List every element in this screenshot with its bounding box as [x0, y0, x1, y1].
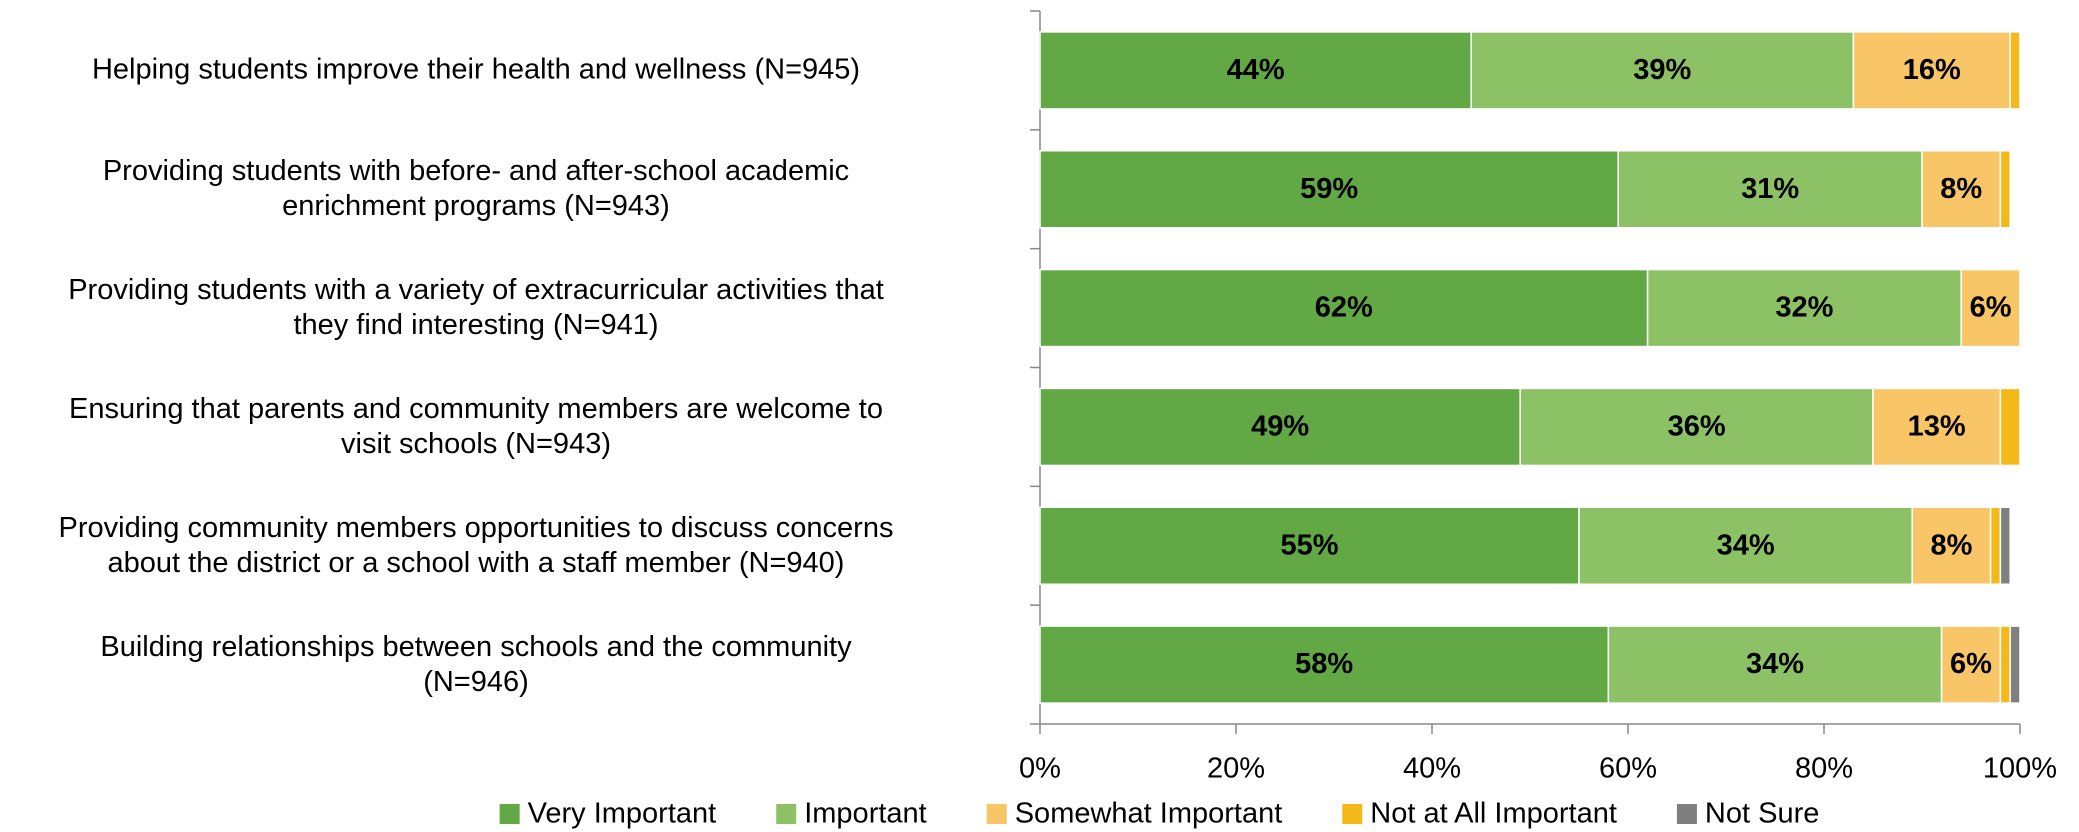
legend-item: Very Important	[499, 798, 717, 830]
legend-item: Important	[776, 798, 927, 830]
bar-segment	[1999, 625, 2011, 704]
x-tick-label: 20%	[1207, 753, 1265, 785]
bar-segment	[1921, 150, 2002, 229]
category-label: Ensuring that parents and community memb…	[69, 392, 883, 460]
legend-swatch	[499, 804, 520, 824]
bar-segment	[1039, 506, 1580, 585]
category-label: Building relationships between schools a…	[100, 630, 852, 698]
legend-label: Somewhat Important	[1015, 798, 1283, 830]
legend-swatch	[1676, 804, 1697, 824]
bar-segment	[1999, 506, 2011, 585]
bar-segment	[1617, 150, 1923, 229]
bar-segment	[2009, 625, 2021, 704]
bar-segment	[1960, 268, 2021, 348]
legend-label: Very Important	[528, 798, 717, 830]
data-label: 8%	[1940, 173, 1982, 205]
legend-item: Not Sure	[1676, 798, 1819, 830]
bar-segment	[1911, 506, 1992, 585]
bar-segment	[1039, 387, 1521, 467]
x-tick-label: 0%	[1019, 753, 1061, 785]
bar-segment	[1519, 387, 1874, 467]
legend-label: Not at All Important	[1370, 798, 1617, 830]
legend-item: Somewhat Important	[986, 798, 1283, 830]
data-label: 55%	[1280, 529, 1338, 561]
category-label: Providing students with a variety of ext…	[68, 274, 884, 342]
data-label: 13%	[1908, 411, 1966, 443]
legend-swatch	[986, 804, 1007, 824]
data-label: 34%	[1717, 529, 1775, 561]
legend-swatch	[1342, 804, 1363, 824]
bar-segment	[2009, 31, 2021, 110]
bar-segment	[1646, 268, 1962, 348]
x-tick-label: 40%	[1403, 753, 1461, 785]
category-label: Providing students with before- and afte…	[102, 155, 850, 223]
data-label: 6%	[1950, 648, 1992, 680]
bar-segment	[1470, 31, 1855, 110]
legend-swatch	[776, 804, 797, 824]
bar-segment	[1852, 31, 2011, 110]
legend-item: Not at All Important	[1342, 798, 1617, 830]
data-label: 6%	[1970, 292, 2012, 324]
legend-label: Not Sure	[1705, 798, 1819, 830]
data-label: 16%	[1903, 54, 1961, 86]
bar-segment	[1039, 268, 1649, 348]
bar-segment	[1872, 387, 2002, 467]
data-label: 39%	[1633, 54, 1691, 86]
bar-segment	[1039, 625, 1610, 704]
data-label: 49%	[1251, 411, 1309, 443]
category-label: Providing community members opportunitie…	[58, 511, 894, 579]
data-label: 34%	[1746, 648, 1804, 680]
data-label: 8%	[1930, 529, 1972, 561]
data-label: 58%	[1295, 648, 1353, 680]
x-tick-label: 80%	[1795, 753, 1853, 785]
bar-segment	[1999, 387, 2021, 467]
bar-segment	[1578, 506, 1913, 585]
bar-segment	[1607, 625, 1943, 704]
category-label: Helping students improve their health an…	[91, 53, 861, 86]
data-label: 31%	[1741, 173, 1799, 205]
data-label: 44%	[1227, 54, 1285, 86]
x-tick-label: 100%	[1983, 753, 2057, 785]
x-tick-label: 60%	[1599, 753, 1657, 785]
bar-segment	[1989, 506, 2002, 585]
data-label: 32%	[1775, 292, 1833, 324]
legend-label: Important	[804, 798, 927, 830]
data-label: 62%	[1315, 292, 1373, 324]
bar-segment	[1999, 150, 2011, 229]
data-label: 36%	[1668, 411, 1726, 443]
data-label: 59%	[1300, 173, 1358, 205]
